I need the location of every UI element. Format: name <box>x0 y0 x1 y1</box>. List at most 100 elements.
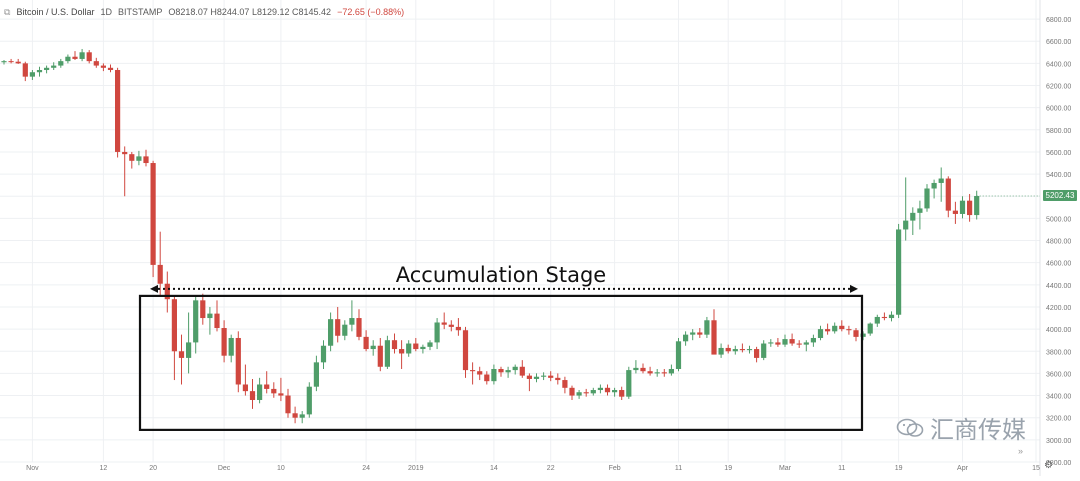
candle-body <box>257 384 263 400</box>
candle-body <box>945 178 951 211</box>
candle-body <box>668 368 674 374</box>
candle-body <box>697 332 703 335</box>
y-tick-label: 2800.00 <box>1046 460 1071 467</box>
interval[interactable]: 1D <box>100 7 112 17</box>
candle-body <box>328 319 334 346</box>
candle-body <box>51 65 57 68</box>
candle-body <box>356 318 362 337</box>
candle-body <box>264 384 270 389</box>
candle-body <box>320 345 327 363</box>
candle-body <box>214 313 220 329</box>
ohlc-values: O8218.07 H8244.07 L8129.12 C8145.42 <box>168 7 331 17</box>
candle-body <box>306 386 312 415</box>
candle-body <box>519 366 525 376</box>
candle-body <box>271 388 277 394</box>
candle-body <box>782 339 788 345</box>
candle-body <box>959 200 966 214</box>
x-tick-label: 14 <box>490 465 498 472</box>
candle-body <box>711 320 717 355</box>
x-tick-label: 12 <box>100 465 108 472</box>
candle-body <box>150 163 156 265</box>
candle-body <box>1 61 7 63</box>
candle-body <box>704 320 710 335</box>
candle-body <box>505 370 511 373</box>
symbol-icon: ⧉ <box>4 6 11 17</box>
candle-body <box>867 323 873 334</box>
candle-body <box>675 341 682 369</box>
candle-body <box>420 346 426 350</box>
y-tick-label: 4400.00 <box>1046 283 1071 290</box>
candle-body <box>100 65 106 68</box>
candle-body <box>896 229 902 315</box>
y-axis: 6800.00 6600.00 6400.00 6200.00 6000.00 5800.… <box>1039 0 1071 476</box>
candle-body <box>470 370 476 372</box>
high-value: H8244.07 <box>210 7 250 17</box>
candle-body <box>22 63 28 77</box>
y-tick-label: 3200.00 <box>1046 416 1071 423</box>
change-value: −72.65 (−0.88%) <box>337 7 405 17</box>
candle-body <box>8 61 14 63</box>
candle-body <box>576 392 582 396</box>
candle-body <box>15 61 21 64</box>
exchange: BITSTAMP <box>117 7 163 17</box>
candle-body <box>164 283 170 300</box>
y-tick-label: 5400.00 <box>1046 172 1071 179</box>
candle-body <box>285 395 291 414</box>
candle-body <box>810 337 816 343</box>
wechat-icon <box>896 418 924 437</box>
candle-body <box>612 390 618 393</box>
settings-icon[interactable]: ⚙ <box>1044 460 1053 471</box>
candle-body <box>370 345 376 350</box>
candle-body <box>846 329 852 331</box>
chevron-down-icon[interactable]: » <box>1018 446 1024 456</box>
x-tick-label: 20 <box>149 465 157 472</box>
x-tick-label: 2019 <box>408 465 424 472</box>
x-tick-label: 11 <box>675 465 682 472</box>
candle-body <box>349 318 355 325</box>
candle-body <box>129 154 135 161</box>
candle-body <box>888 314 895 319</box>
candle-body <box>541 375 547 377</box>
y-tick-label: 6600.00 <box>1046 39 1071 46</box>
candle-body <box>193 300 199 343</box>
candle-body <box>569 387 575 396</box>
candle-body <box>200 300 206 319</box>
candle-body <box>604 387 611 393</box>
candle-body <box>221 328 227 356</box>
candle-body <box>746 349 753 351</box>
candle-body <box>249 391 256 400</box>
candle-body <box>661 372 667 374</box>
x-tick-label: 22 <box>547 465 555 472</box>
candle-body <box>498 368 504 373</box>
candle-body <box>597 387 603 391</box>
candle-body <box>796 343 802 345</box>
candle-body <box>754 349 760 358</box>
candle-body <box>313 362 319 387</box>
candle-body <box>718 347 724 355</box>
candles <box>1 48 980 424</box>
candle-body <box>79 52 85 59</box>
candle-body <box>292 413 298 418</box>
candle-body <box>136 156 142 161</box>
candle-body <box>186 342 192 358</box>
x-tick-label: 11 <box>838 465 845 472</box>
candle-body <box>462 330 469 371</box>
candle-body <box>924 188 930 209</box>
x-tick-label: 24 <box>362 465 370 472</box>
open-value: O8218.07 <box>168 7 208 17</box>
candle-body <box>363 336 369 350</box>
candle-body <box>384 340 390 367</box>
y-tick-label: 4800.00 <box>1046 239 1071 246</box>
candle-body <box>455 326 461 331</box>
symbol-name[interactable]: Bitcoin / U.S. Dollar <box>16 7 95 17</box>
y-tick-label: 4000.00 <box>1046 327 1071 334</box>
candle-body <box>562 380 568 388</box>
x-tick-label: Nov <box>26 465 39 472</box>
x-tick-label: 10 <box>277 465 285 472</box>
candle-body <box>974 196 980 216</box>
candle-body <box>512 366 518 371</box>
candle-body <box>72 56 78 59</box>
candle-body <box>626 370 632 397</box>
